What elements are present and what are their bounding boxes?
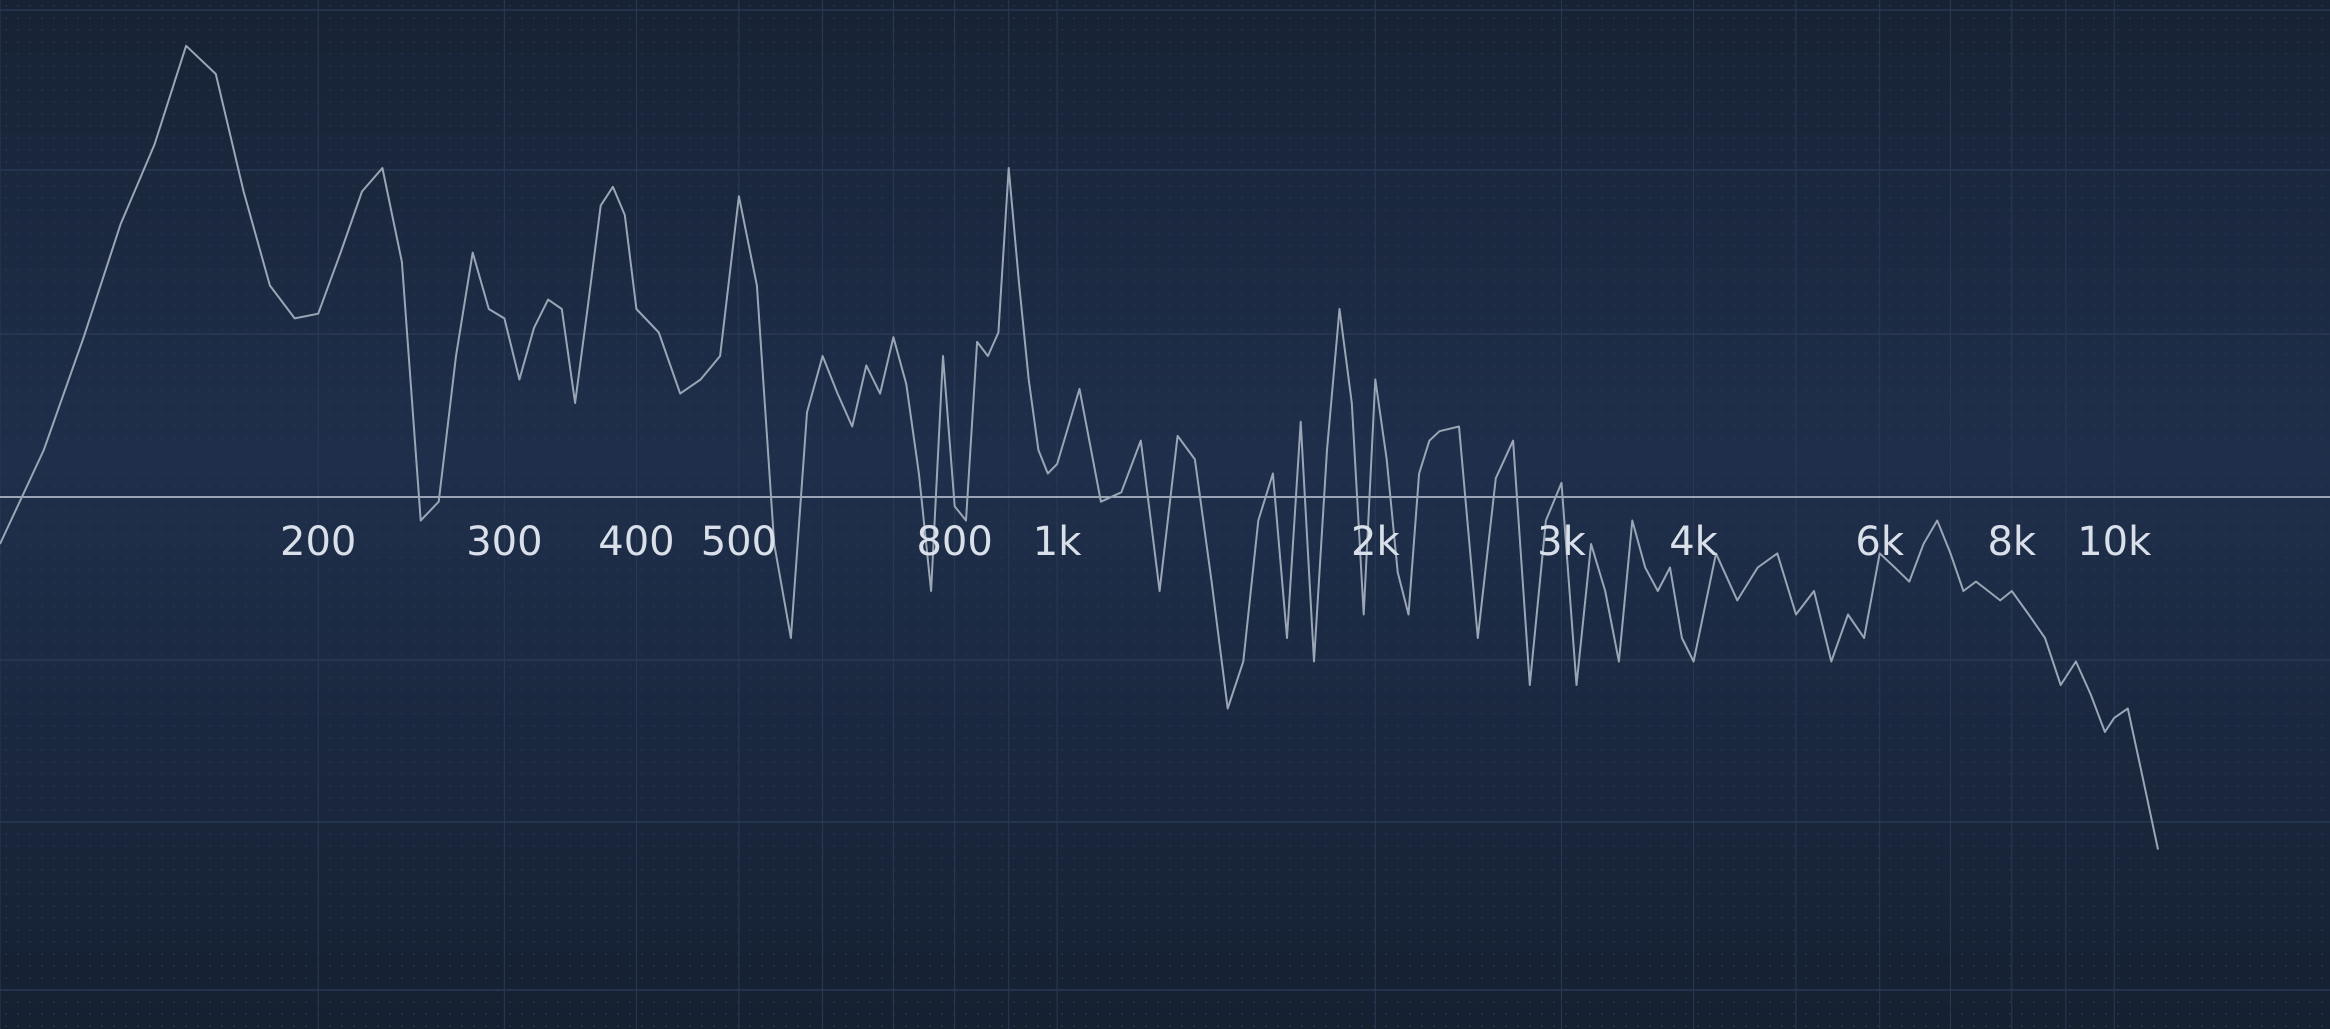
x-tick-label: 200	[280, 519, 356, 565]
x-tick-label: 3k	[1537, 519, 1586, 565]
x-tick-label: 500	[701, 519, 777, 565]
x-tick-label: 6k	[1855, 519, 1904, 565]
spectrum-series-line	[0, 44, 2159, 850]
x-tick-label: 300	[466, 519, 542, 565]
x-tick-label: 8k	[1987, 519, 2036, 565]
x-tick-label: 1k	[1033, 519, 1082, 565]
x-tick-label: 2k	[1351, 519, 1400, 565]
vertical-gridlines	[0, 0, 2115, 1029]
x-tick-label: 10k	[2077, 519, 2152, 565]
x-tick-label: 400	[598, 519, 674, 565]
x-tick-label: 800	[916, 519, 992, 565]
x-tick-label: 4k	[1669, 519, 1718, 565]
frequency-tick-labels: 200 300 400 500 800 1k 2k 3k 4k 6k 8k 10k	[280, 519, 2152, 565]
horizontal-gridlines	[0, 9, 2330, 991]
